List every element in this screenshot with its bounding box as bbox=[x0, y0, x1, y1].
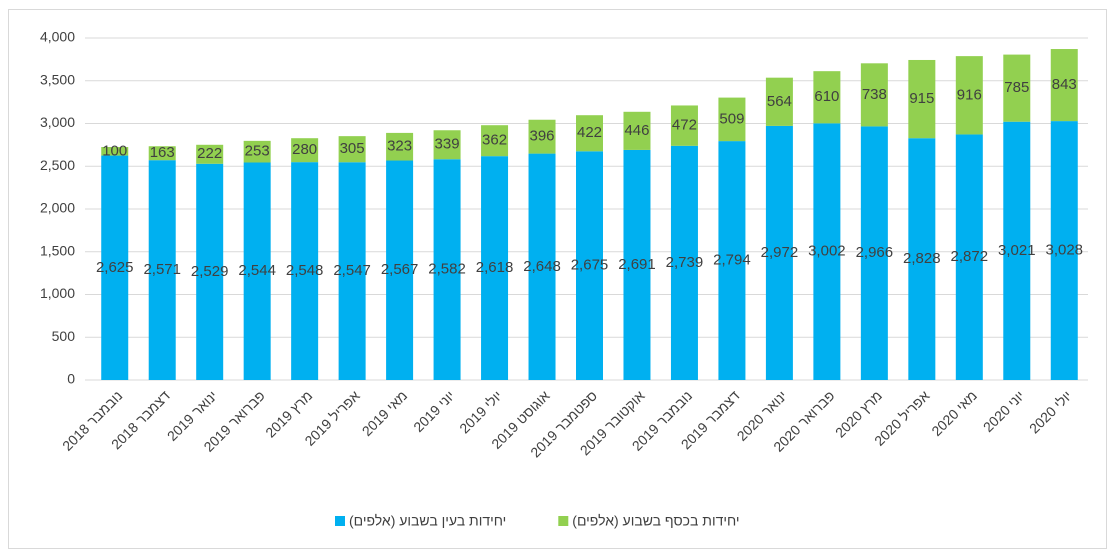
bar-segment bbox=[386, 132, 414, 161]
bar-segment bbox=[576, 115, 603, 152]
data-label: 2,571 bbox=[143, 261, 181, 278]
bar-segment bbox=[623, 111, 651, 150]
bar-segment bbox=[148, 146, 176, 161]
legend-swatch bbox=[335, 516, 345, 526]
data-label: 472 bbox=[672, 117, 697, 134]
data-label: 2,547 bbox=[333, 262, 371, 279]
bar-segment bbox=[148, 160, 176, 380]
bar-segment bbox=[908, 138, 936, 380]
bar-segment bbox=[433, 130, 461, 160]
bar-segment bbox=[860, 126, 888, 380]
data-label: 222 bbox=[197, 145, 222, 162]
data-label: 2,582 bbox=[428, 261, 466, 278]
y-tick-label: 0 bbox=[67, 371, 75, 387]
y-tick-label: 3,500 bbox=[40, 71, 75, 87]
y-tick-label: 4,000 bbox=[40, 29, 75, 45]
data-label: 396 bbox=[530, 128, 555, 145]
bar-segment bbox=[243, 140, 271, 163]
bar-segment bbox=[291, 138, 319, 163]
bar-segment bbox=[1050, 49, 1078, 122]
y-tick-label: 2,000 bbox=[40, 200, 75, 216]
bar-segment bbox=[386, 160, 414, 380]
bar-segment bbox=[196, 144, 224, 164]
bar-segment bbox=[196, 163, 224, 380]
y-tick-label: 1,000 bbox=[40, 285, 75, 301]
bar-segment bbox=[623, 149, 651, 380]
data-label: 2,544 bbox=[238, 262, 276, 279]
data-label: 2,966 bbox=[856, 244, 894, 261]
bar-segment bbox=[338, 162, 366, 380]
data-label: 2,828 bbox=[903, 250, 941, 267]
bar-segment bbox=[528, 119, 556, 154]
data-label: 3,028 bbox=[1045, 242, 1083, 259]
data-label: 2,794 bbox=[713, 252, 751, 269]
bar-segment bbox=[718, 141, 746, 380]
bar-segment bbox=[576, 151, 603, 380]
bar-segment bbox=[813, 71, 841, 124]
data-label: 280 bbox=[292, 141, 317, 158]
bar-segment bbox=[101, 147, 129, 156]
data-label: 2,691 bbox=[618, 256, 656, 273]
data-label: 253 bbox=[245, 143, 270, 160]
bar-segment bbox=[955, 56, 983, 135]
data-label: 843 bbox=[1052, 76, 1077, 93]
legend-label: יחידות בעין בשבוע (אלפים) bbox=[349, 513, 506, 529]
data-label: 100 bbox=[102, 142, 127, 159]
bar-segment bbox=[718, 97, 746, 142]
y-tick-label: 2,500 bbox=[40, 157, 75, 173]
y-tick-label: 1,500 bbox=[40, 242, 75, 258]
y-tick-label: 3,000 bbox=[40, 114, 75, 130]
data-label: 915 bbox=[909, 90, 934, 107]
data-label: 916 bbox=[957, 86, 982, 103]
data-label: 3,021 bbox=[998, 242, 1036, 259]
data-label: 2,675 bbox=[571, 257, 609, 274]
bar-segment bbox=[955, 134, 983, 380]
bar-segment bbox=[765, 77, 793, 126]
data-label: 738 bbox=[862, 86, 887, 103]
data-label: 2,625 bbox=[96, 259, 134, 276]
data-label: 2,567 bbox=[381, 261, 419, 278]
bar-segment bbox=[243, 162, 271, 380]
data-label: 785 bbox=[1004, 79, 1029, 96]
data-label: 610 bbox=[814, 88, 839, 105]
bar-segment bbox=[670, 145, 698, 380]
bar-segment bbox=[813, 123, 841, 380]
data-label: 362 bbox=[482, 132, 507, 149]
bar-segment bbox=[481, 156, 509, 380]
data-label: 509 bbox=[719, 110, 744, 127]
y-tick-label: 500 bbox=[52, 328, 76, 344]
data-label: 422 bbox=[577, 124, 602, 141]
data-label: 163 bbox=[150, 144, 175, 161]
data-label: 2,972 bbox=[761, 244, 799, 261]
bar-segment bbox=[528, 153, 556, 380]
data-label: 2,618 bbox=[476, 259, 514, 276]
data-label: 2,872 bbox=[951, 248, 989, 265]
bar-segment bbox=[433, 159, 461, 380]
data-label: 2,548 bbox=[286, 262, 324, 279]
bar-segment bbox=[908, 59, 936, 139]
bar-segment bbox=[338, 136, 366, 163]
bar-segment bbox=[1050, 121, 1078, 380]
data-label: 564 bbox=[767, 93, 792, 110]
data-label: 2,529 bbox=[191, 263, 229, 280]
data-label: 2,648 bbox=[523, 258, 561, 275]
bar-segment bbox=[670, 105, 698, 146]
bar-segment bbox=[765, 125, 793, 380]
bar-segment bbox=[101, 155, 129, 380]
data-label: 323 bbox=[387, 138, 412, 155]
bar-segment bbox=[1003, 54, 1031, 122]
data-label: 2,739 bbox=[666, 254, 704, 271]
data-label: 339 bbox=[435, 136, 460, 153]
legend-label: יחידות בכסף בשבוע (אלפים) bbox=[572, 513, 739, 529]
bar-segment bbox=[860, 63, 888, 127]
data-label: 305 bbox=[340, 140, 365, 157]
data-label: 446 bbox=[624, 122, 649, 139]
data-label: 3,002 bbox=[808, 243, 846, 260]
bar-segment bbox=[481, 125, 509, 157]
bar-segment bbox=[291, 162, 319, 380]
legend-swatch bbox=[558, 516, 569, 526]
bar-segment bbox=[1003, 121, 1031, 380]
